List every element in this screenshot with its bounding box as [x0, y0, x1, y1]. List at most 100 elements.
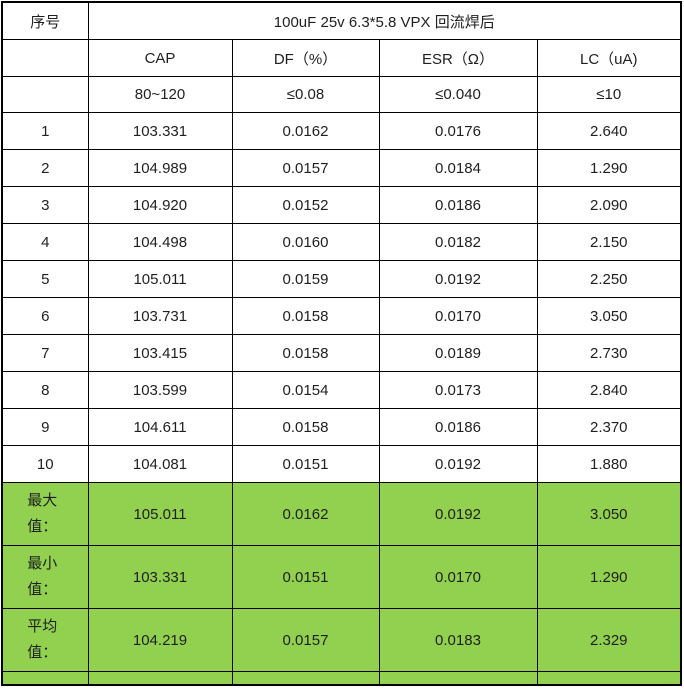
- esr-value-cell: 0.0173: [378, 371, 538, 409]
- lc-value-cell: 2.150: [536, 223, 682, 261]
- clipped-cell: [378, 671, 538, 686]
- df-value-cell: 0.0158: [231, 334, 380, 372]
- table-row: 6 103.731 0.0158 0.0170 3.050: [1, 297, 682, 335]
- lc-value-cell: 2.090: [536, 186, 682, 224]
- corner-label-cell: 序号: [1, 1, 89, 40]
- table-row: 2 104.989 0.0157 0.0184 1.290: [1, 149, 682, 187]
- clipped-cell: [536, 671, 682, 686]
- row-index-cell: 8: [1, 371, 89, 409]
- spec-limit-cap: 80~120: [87, 76, 233, 113]
- df-value-cell: 0.0154: [231, 371, 380, 409]
- cap-value-cell: 103.331: [87, 112, 233, 150]
- cap-value-cell: 104.920: [87, 186, 233, 224]
- table-row: 8 103.599 0.0154 0.0173 2.840: [1, 371, 682, 409]
- df-value-cell: 0.0160: [231, 223, 380, 261]
- summary-esr-value-cell: 0.0192: [378, 482, 538, 546]
- empty-header-cell: [1, 39, 89, 77]
- summary-df-value-cell: 0.0151: [231, 545, 380, 609]
- summary-row-min: 最小值： 103.331 0.0151 0.0170 1.290: [1, 545, 682, 609]
- summary-row-avg: 平均值： 104.219 0.0157 0.0183 2.329: [1, 608, 682, 672]
- row-index-cell: 1: [1, 112, 89, 150]
- column-header-row: CAP DF（%） ESR（Ω） LC（uA): [1, 39, 682, 77]
- row-index-cell: 10: [1, 445, 89, 483]
- esr-value-cell: 0.0182: [378, 223, 538, 261]
- column-header-lc: LC（uA): [536, 39, 682, 77]
- summary-label-cell: 最大值：: [1, 482, 89, 546]
- summary-lc-value-cell: 3.050: [536, 482, 682, 546]
- clipped-cell: [231, 671, 380, 686]
- lc-value-cell: 1.290: [536, 149, 682, 187]
- table-row: 1 103.331 0.0162 0.0176 2.640: [1, 112, 682, 150]
- esr-value-cell: 0.0186: [378, 408, 538, 446]
- table-row: 10 104.081 0.0151 0.0192 1.880: [1, 445, 682, 483]
- esr-value-cell: 0.0176: [378, 112, 538, 150]
- spec-limit-esr: ≤0.040: [378, 76, 538, 113]
- summary-lc-value-cell: 2.329: [536, 608, 682, 672]
- cap-value-cell: 103.731: [87, 297, 233, 335]
- lc-value-cell: 2.640: [536, 112, 682, 150]
- esr-value-cell: 0.0189: [378, 334, 538, 372]
- lc-value-cell: 1.880: [536, 445, 682, 483]
- row-index-cell: 3: [1, 186, 89, 224]
- column-header-df: DF（%）: [231, 39, 380, 77]
- row-index-cell: 6: [1, 297, 89, 335]
- table-row: 9 104.611 0.0158 0.0186 2.370: [1, 408, 682, 446]
- summary-row-max: 最大值： 105.011 0.0162 0.0192 3.050: [1, 482, 682, 546]
- summary-df-value-cell: 0.0157: [231, 608, 380, 672]
- cap-value-cell: 105.011: [87, 260, 233, 298]
- empty-spec-cell: [1, 76, 89, 113]
- df-value-cell: 0.0158: [231, 408, 380, 446]
- df-value-cell: 0.0157: [231, 149, 380, 187]
- clipped-next-row: [1, 671, 682, 686]
- table-row: 3 104.920 0.0152 0.0186 2.090: [1, 186, 682, 224]
- summary-cap-value-cell: 105.011: [87, 482, 233, 546]
- table-row: 4 104.498 0.0160 0.0182 2.150: [1, 223, 682, 261]
- esr-value-cell: 0.0170: [378, 297, 538, 335]
- lc-value-cell: 2.840: [536, 371, 682, 409]
- summary-esr-value-cell: 0.0183: [378, 608, 538, 672]
- summary-label-cell: 平均值：: [1, 608, 89, 672]
- summary-lc-value-cell: 1.290: [536, 545, 682, 609]
- summary-rows-section: 最大值： 105.011 0.0162 0.0192 3.050 最小值： 103.331 0…: [1, 482, 682, 672]
- table-title-cell: 100uF 25v 6.3*5.8 VPX 回流焊后: [87, 1, 682, 40]
- summary-cap-value-cell: 104.219: [87, 608, 233, 672]
- lc-value-cell: 2.250: [536, 260, 682, 298]
- cap-value-cell: 104.989: [87, 149, 233, 187]
- df-value-cell: 0.0152: [231, 186, 380, 224]
- spec-limit-df: ≤0.08: [231, 76, 380, 113]
- summary-df-value-cell: 0.0162: [231, 482, 380, 546]
- summary-label: 最小值：: [27, 555, 58, 598]
- row-index-cell: 9: [1, 408, 89, 446]
- column-header-cap: CAP: [87, 39, 233, 77]
- data-rows-section: 1 103.331 0.0162 0.0176 2.640 2 104.989 0.0157 0…: [1, 112, 682, 483]
- summary-esr-value-cell: 0.0170: [378, 545, 538, 609]
- clipped-cell: [1, 671, 89, 686]
- row-index-cell: 4: [1, 223, 89, 261]
- row-index-cell: 7: [1, 334, 89, 372]
- lc-value-cell: 2.730: [536, 334, 682, 372]
- cap-value-cell: 104.081: [87, 445, 233, 483]
- cap-value-cell: 103.599: [87, 371, 233, 409]
- spec-limit-lc: ≤10: [536, 76, 682, 113]
- esr-value-cell: 0.0192: [378, 260, 538, 298]
- clipped-section: [1, 671, 682, 686]
- cap-value-cell: 104.611: [87, 408, 233, 446]
- column-header-esr: ESR（Ω）: [378, 39, 538, 77]
- table-header-section: 序号 100uF 25v 6.3*5.8 VPX 回流焊后 CAP DF（%） …: [1, 1, 682, 113]
- row-index-cell: 2: [1, 149, 89, 187]
- title-row: 序号 100uF 25v 6.3*5.8 VPX 回流焊后: [1, 1, 682, 40]
- summary-label-cell: 最小值：: [1, 545, 89, 609]
- clipped-cell: [87, 671, 233, 686]
- esr-value-cell: 0.0192: [378, 445, 538, 483]
- esr-value-cell: 0.0186: [378, 186, 538, 224]
- summary-label: 平均值：: [27, 618, 58, 661]
- lc-value-cell: 3.050: [536, 297, 682, 335]
- table-row: 5 105.011 0.0159 0.0192 2.250: [1, 260, 682, 298]
- cap-value-cell: 103.415: [87, 334, 233, 372]
- summary-cap-value-cell: 103.331: [87, 545, 233, 609]
- df-value-cell: 0.0151: [231, 445, 380, 483]
- df-value-cell: 0.0162: [231, 112, 380, 150]
- summary-label: 最大值：: [27, 492, 58, 535]
